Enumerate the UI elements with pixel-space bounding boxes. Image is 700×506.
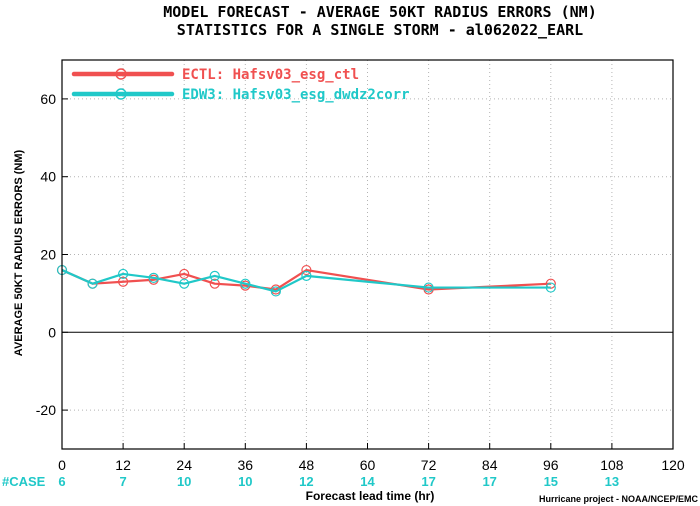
y-tick-label: 40 [40, 169, 56, 185]
series-line [61, 269, 551, 293]
data-point [179, 278, 190, 289]
case-count: 14 [360, 474, 375, 489]
legend-swatch-marker [115, 88, 127, 100]
x-tick-label: 60 [360, 457, 376, 473]
legend-item-1: ECTL: Hafsv03_esg_ctl [71, 67, 359, 83]
y-axis-ticks: -20 0 20 40 60 [36, 91, 68, 418]
data-point [87, 278, 98, 289]
case-label: #CASE [2, 474, 46, 489]
y-tick-label: 60 [40, 91, 56, 107]
x-tick-label: 108 [600, 457, 624, 473]
case-count: 17 [421, 474, 435, 489]
x-tick-label: 96 [543, 457, 559, 473]
x-tick-label: 48 [299, 457, 315, 473]
credit-text: Hurricane project - NOAA/NCEP/EMC [539, 494, 699, 504]
data-point [545, 282, 556, 293]
legend-swatch-marker [115, 68, 127, 80]
case-count: 6 [58, 474, 65, 489]
series-line [61, 268, 551, 291]
series-layer [56, 264, 556, 297]
y-tick-label: 20 [40, 247, 56, 263]
case-count: 17 [482, 474, 496, 489]
plot-frame [61, 59, 674, 450]
x-axis-label: Forecast lead time (hr) [306, 489, 435, 503]
x-tick-label: 72 [421, 457, 437, 473]
case-count: 7 [119, 474, 126, 489]
case-count: 15 [544, 474, 558, 489]
data-point [423, 282, 434, 293]
x-tick-label: 24 [176, 457, 192, 473]
case-count: 12 [299, 474, 313, 489]
x-tick-label: 120 [661, 457, 685, 473]
legend: ECTL: Hafsv03_esg_ctl EDW3: Hafsv03_esg_d… [71, 67, 410, 103]
data-point [301, 270, 312, 281]
x-tick-label: 84 [482, 457, 498, 473]
chart-subtitle: STATISTICS FOR A SINGLE STORM - al062022… [177, 21, 583, 39]
data-point [240, 278, 251, 289]
chart-title: MODEL FORECAST - AVERAGE 50KT RADIUS ERR… [163, 3, 596, 21]
data-point [148, 272, 159, 283]
x-tick-label: 0 [58, 457, 66, 473]
x-axis-ticks: 0 12 24 36 48 60 72 84 96 108 120 [58, 443, 685, 473]
case-count: 13 [605, 474, 619, 489]
series-1 [56, 264, 556, 295]
x-tick-label: 36 [238, 457, 254, 473]
data-point [117, 276, 129, 287]
case-count: 10 [238, 474, 252, 489]
data-point [301, 264, 312, 276]
case-counts: 6 7 10 10 12 14 17 17 15 13 [58, 474, 619, 489]
legend-label: ECTL: Hafsv03_esg_ctl [182, 67, 359, 83]
data-point [179, 268, 190, 280]
grid [62, 60, 673, 449]
legend-label: EDW3: Hafsv03_esg_dwdz2corr [182, 87, 410, 103]
case-count: 10 [177, 474, 191, 489]
data-point [270, 286, 281, 297]
legend-item-2: EDW3: Hafsv03_esg_dwdz2corr [71, 87, 410, 103]
y-tick-label: -20 [36, 402, 56, 418]
data-point [209, 278, 220, 289]
data-point [117, 268, 129, 280]
data-point [209, 270, 220, 281]
x-tick-label: 12 [115, 457, 131, 473]
y-tick-label: 0 [48, 324, 56, 340]
y-axis-label: AVERAGE 50KT RADIUS ERRORS (NM) [13, 149, 25, 356]
